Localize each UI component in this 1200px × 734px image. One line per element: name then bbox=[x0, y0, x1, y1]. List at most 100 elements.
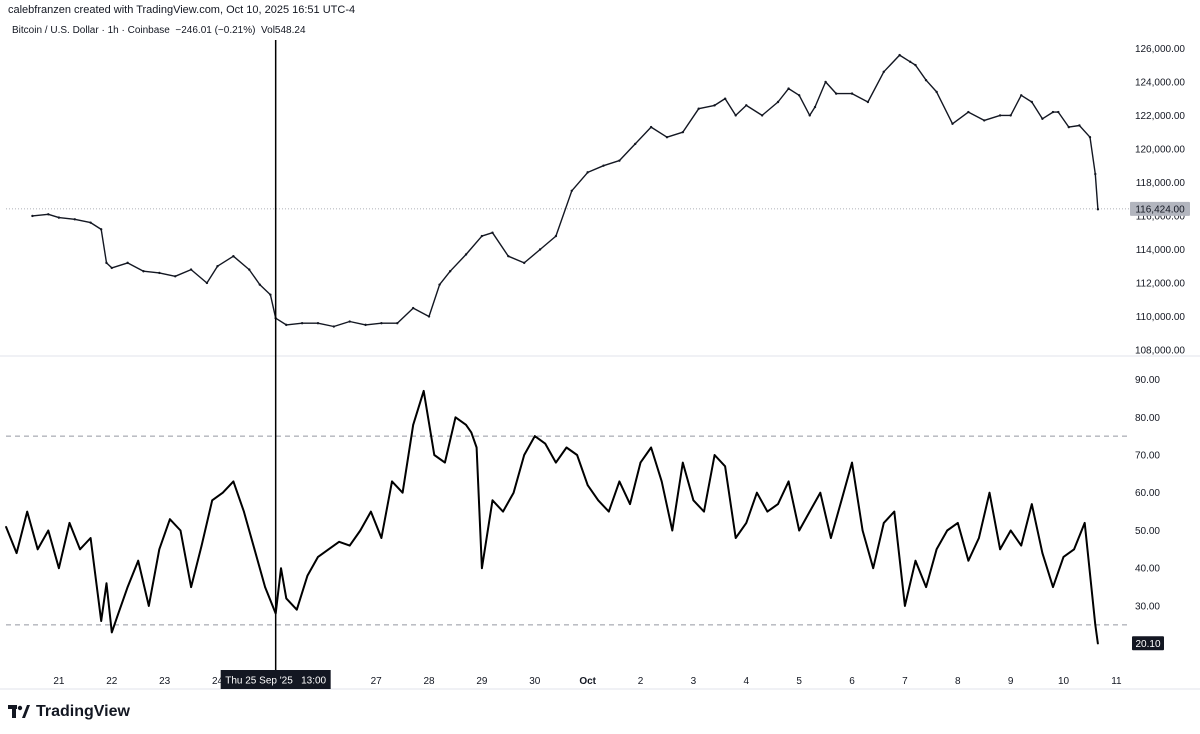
oscillator-point bbox=[967, 559, 970, 562]
price-point bbox=[924, 79, 928, 82]
oscillator-point bbox=[660, 480, 663, 483]
oscillator-tick-label: 80.00 bbox=[1135, 413, 1160, 424]
oscillator-point bbox=[798, 529, 800, 532]
last-price-badge bbox=[1130, 201, 1190, 216]
crosshair-date-badge bbox=[220, 670, 331, 689]
price-point bbox=[618, 159, 621, 162]
price-point bbox=[174, 275, 177, 278]
price-point bbox=[1094, 172, 1097, 176]
price-point bbox=[480, 234, 484, 238]
price-point bbox=[189, 268, 193, 271]
price-point bbox=[73, 218, 76, 221]
oscillator-point bbox=[232, 480, 235, 483]
oscillator-point bbox=[650, 446, 652, 449]
price-point bbox=[1057, 110, 1060, 114]
price-point bbox=[1051, 110, 1055, 114]
price-point bbox=[258, 283, 262, 286]
price-point bbox=[110, 266, 113, 270]
price-tick-label: 108,000.00 bbox=[1135, 346, 1185, 357]
price-tick-label: 116,000.00 bbox=[1136, 211, 1186, 222]
time-tick-label: 8 bbox=[955, 676, 961, 687]
price-point bbox=[99, 228, 103, 231]
oscillator-point bbox=[1041, 552, 1044, 554]
price-point bbox=[734, 114, 737, 117]
oscillator-point bbox=[565, 446, 568, 449]
crosshair: Thu 25 Sep '25 13:00 bbox=[220, 40, 331, 689]
oscillator-point bbox=[481, 567, 483, 570]
oscillator-point bbox=[475, 446, 478, 449]
time-tick-label: 30 bbox=[529, 676, 541, 687]
time-tick-label: 3 bbox=[691, 676, 697, 687]
price-point bbox=[1096, 208, 1100, 211]
oscillator-point bbox=[787, 480, 790, 483]
oscillator-point bbox=[777, 503, 779, 505]
oscillator-point bbox=[840, 499, 843, 502]
oscillator-point bbox=[724, 465, 726, 468]
price-point bbox=[914, 63, 917, 67]
price-point bbox=[1030, 100, 1034, 104]
time-tick-label: 24 bbox=[212, 676, 224, 687]
price-point bbox=[866, 100, 870, 104]
oscillator-series-line bbox=[5, 389, 1099, 644]
oscillator-point bbox=[904, 605, 906, 607]
oscillator-point bbox=[412, 424, 414, 426]
price-point bbox=[983, 119, 986, 122]
oscillator-point bbox=[1083, 522, 1086, 524]
price-point bbox=[1078, 124, 1081, 127]
oscillator-point bbox=[692, 499, 695, 502]
time-tick-label: 5 bbox=[796, 676, 802, 687]
oscillator-point bbox=[211, 499, 214, 502]
oscillator-point bbox=[935, 548, 938, 551]
oscillator-point bbox=[956, 522, 959, 524]
oscillator-point bbox=[89, 537, 92, 539]
time-axis: 21 22 23 24 27 28 29 30 Oct 2 3 4 5 6 7 8 9 10 11 bbox=[0, 676, 1200, 690]
oscillator-point bbox=[1020, 544, 1023, 547]
oscillator-point bbox=[253, 548, 256, 551]
price-point bbox=[396, 321, 399, 325]
oscillator-point bbox=[5, 525, 7, 528]
price-point bbox=[935, 90, 938, 94]
price-point bbox=[538, 248, 542, 251]
price-point bbox=[507, 254, 510, 258]
oscillator-point bbox=[169, 518, 171, 520]
tradingview-brand[interactable]: TradingView bbox=[8, 703, 130, 721]
price-point bbox=[824, 80, 827, 84]
price-point bbox=[205, 281, 209, 285]
time-tick-label: 22 bbox=[106, 676, 118, 687]
oscillator-point bbox=[327, 548, 330, 551]
oscillator-point bbox=[576, 454, 578, 456]
oscillator-point bbox=[555, 461, 557, 464]
oscillator-point bbox=[914, 559, 917, 562]
price-point bbox=[464, 253, 468, 256]
price-point bbox=[681, 130, 685, 134]
oscillator-point bbox=[79, 548, 81, 551]
price-point bbox=[332, 325, 336, 328]
oscillator-point bbox=[110, 631, 113, 634]
price-tick-label: 122,000.00 bbox=[1135, 111, 1185, 122]
price-tick-label: 114,000.00 bbox=[1136, 245, 1186, 256]
oscillator-point bbox=[533, 435, 536, 437]
price-point bbox=[570, 189, 573, 193]
price-point bbox=[634, 142, 637, 146]
oscillator-point bbox=[756, 491, 758, 494]
oscillator-point bbox=[338, 541, 340, 543]
oscillator-point bbox=[819, 491, 822, 494]
brand-name: TradingView bbox=[36, 703, 130, 720]
oscillator-point bbox=[26, 510, 28, 513]
oscillator-point bbox=[988, 491, 991, 494]
price-point bbox=[797, 94, 801, 97]
time-tick-label: Oct bbox=[579, 676, 596, 687]
oscillator-point bbox=[618, 480, 621, 483]
price-point bbox=[1020, 94, 1023, 97]
oscillator-point bbox=[100, 620, 102, 622]
time-tick-label: 28 bbox=[423, 676, 435, 687]
oscillator-point bbox=[872, 567, 874, 570]
oscillator-tick-label: 90.00 bbox=[1135, 375, 1160, 386]
price-tick-label: 118,000.00 bbox=[1136, 178, 1186, 189]
time-tick-label: 2 bbox=[638, 676, 644, 687]
oscillator-point bbox=[893, 510, 896, 513]
crosshair-date-label: Thu 25 Sep '25 13:00 bbox=[225, 676, 326, 687]
price-point bbox=[951, 122, 954, 125]
oscillator-tick-label: 50.00 bbox=[1135, 526, 1160, 537]
